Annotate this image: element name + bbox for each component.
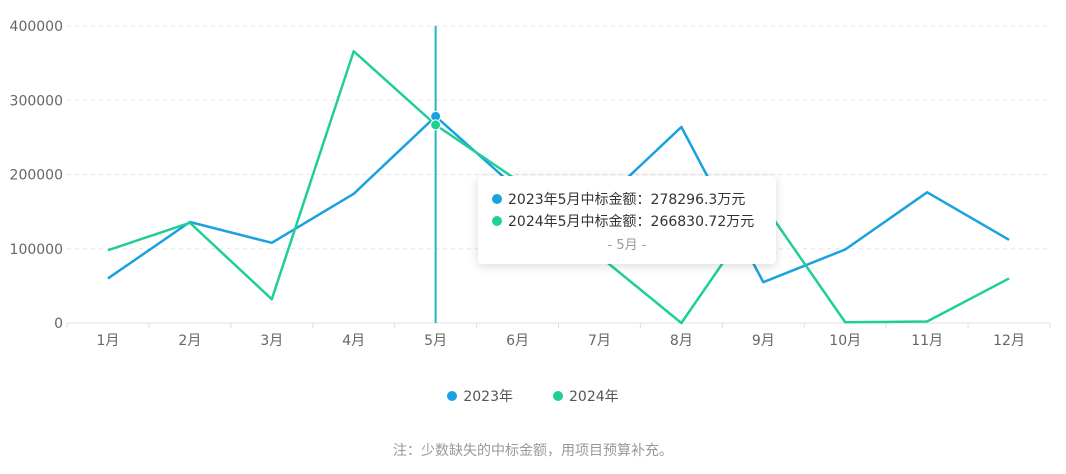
x-tick-label: 6月 <box>506 333 529 349</box>
tooltip-row-2023: 2023年5月中标金额：278296.3万元 <box>492 188 762 210</box>
highlight-point-2 <box>430 119 442 131</box>
x-tick-label: 2月 <box>178 333 201 349</box>
tooltip-text-2023: 2023年5月中标金额：278296.3万元 <box>508 192 746 208</box>
y-tick-label: 300000 <box>10 93 63 109</box>
tooltip-marker-2023 <box>492 194 502 204</box>
y-tick-label: 400000 <box>10 19 63 35</box>
y-tick-label: 200000 <box>10 168 63 184</box>
tooltip-category: - 5月 - <box>607 238 647 253</box>
legend-marker-2023 <box>447 391 458 401</box>
legend-label-2023: 2023年 <box>463 389 513 405</box>
legend-item-2024[interactable]: 2024年 <box>553 386 619 406</box>
x-tick-label: 12月 <box>993 333 1025 349</box>
legend-item-2023[interactable]: 2023年 <box>447 386 513 406</box>
chart-legend: 2023年 2024年 <box>0 386 1066 406</box>
x-tick-label: 11月 <box>911 333 943 349</box>
x-tick-label: 3月 <box>260 333 283 349</box>
x-tick-label: 8月 <box>670 333 693 349</box>
tooltip-row-2024: 2024年5月中标金额：266830.72万元 <box>492 210 762 232</box>
x-tick-label: 4月 <box>342 333 365 349</box>
legend-label-2024: 2024年 <box>569 389 619 405</box>
x-tick-label: 5月 <box>424 333 447 349</box>
footnote: 注：少数缺失的中标金额，用项目预算补充。 <box>393 443 673 459</box>
y-tick-label: 100000 <box>10 242 63 258</box>
x-tick-label: 9月 <box>752 333 775 349</box>
x-tick-label: 7月 <box>588 333 611 349</box>
tooltip-marker-2024 <box>492 216 502 226</box>
chart-tooltip: 2023年5月中标金额：278296.3万元 2024年5月中标金额：26683… <box>478 176 776 264</box>
legend-marker-2024 <box>553 391 563 401</box>
x-tick-label: 10月 <box>829 333 861 349</box>
x-tick-label: 1月 <box>96 333 119 349</box>
y-tick-label: 0 <box>54 316 63 332</box>
tooltip-text-2024: 2024年5月中标金额：266830.72万元 <box>508 214 755 230</box>
